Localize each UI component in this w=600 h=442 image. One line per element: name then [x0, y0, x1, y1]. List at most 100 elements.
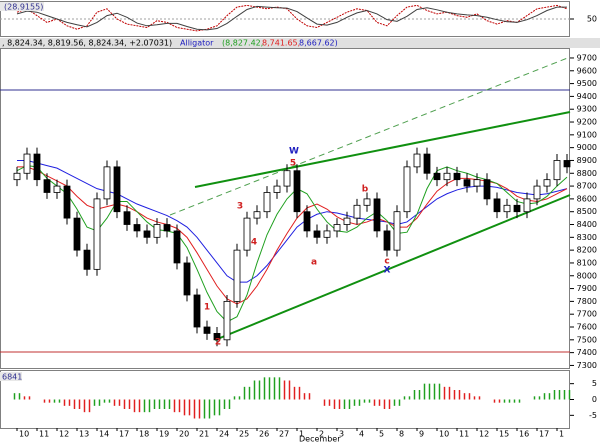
y-tick-label: 9400 — [577, 92, 597, 101]
candle-body — [163, 224, 171, 232]
y-tick-label: 9500 — [577, 79, 597, 88]
x-tick-label: 12 — [479, 430, 489, 439]
y-tick-label: 8400 — [577, 220, 597, 229]
candle-body — [343, 217, 351, 225]
x-tick-label: 12 — [59, 430, 69, 439]
annotation: b — [362, 185, 369, 195]
candle-body — [273, 185, 281, 193]
candle-body — [73, 217, 81, 251]
x-tick-label: 11 — [459, 430, 469, 439]
lower-trendline — [214, 194, 571, 341]
candle-body — [33, 153, 41, 181]
x-tick-label: 17 — [119, 430, 129, 439]
y-tick-label: 7500 — [577, 335, 597, 344]
x-tick-label: 9 — [419, 430, 424, 439]
oscillator-label-box — [0, 372, 22, 381]
x-tick-label: 26 — [259, 430, 269, 439]
annotation: 4 — [251, 238, 257, 248]
x-tick-label: 1 — [299, 430, 304, 439]
candle-body — [513, 204, 521, 213]
candle-body — [533, 185, 541, 200]
x-tick-label: 16 — [519, 430, 529, 439]
x-tick-label: 19 — [159, 430, 169, 439]
y-tick-label: 8200 — [577, 246, 597, 255]
y-tick-label: 8800 — [577, 169, 597, 178]
y-tick-label: 7900 — [577, 284, 597, 293]
candle-body — [373, 198, 381, 232]
candle-body — [313, 230, 321, 238]
y-tick-label: 7700 — [577, 310, 597, 319]
y-tick-label: 7400 — [577, 348, 597, 357]
y-tick-label: 50 — [587, 15, 597, 24]
alligator-line — [16, 165, 568, 323]
candle-body — [53, 185, 61, 193]
candle-body — [463, 179, 471, 187]
candle-body — [133, 224, 141, 232]
candle-body — [63, 185, 71, 219]
annotation: X — [384, 266, 391, 276]
y-tick-label: 9700 — [577, 53, 597, 62]
candle-body — [563, 160, 571, 168]
x-tick-label: 14 — [99, 430, 109, 439]
x-tick-label: 11 — [39, 430, 49, 439]
y-tick-label: 9200 — [577, 118, 597, 127]
y-tick-label: -5 — [589, 411, 597, 420]
candle-body — [443, 172, 451, 181]
candle-body — [303, 211, 311, 232]
y-tick-label: 8000 — [577, 271, 597, 280]
candle-body — [473, 179, 481, 187]
candle-body — [183, 262, 191, 296]
header-teeth: 8,741.65, — [262, 39, 300, 48]
annotation: 3 — [237, 202, 243, 212]
candle-body — [193, 294, 201, 328]
candle-body — [203, 326, 211, 334]
candle-body — [483, 179, 491, 200]
header-lips: 8,667.62) — [299, 39, 338, 48]
candle-body — [83, 249, 91, 270]
candle-body — [13, 172, 21, 181]
stochastic-line — [16, 4, 568, 32]
y-tick-label: 8500 — [577, 207, 597, 216]
candle-body — [323, 230, 331, 238]
header-prices: , 8,824.34, 8,819.56, 8,824.34, +2.07031… — [2, 39, 172, 48]
x-tick-label: 2 — [319, 430, 324, 439]
stochastic-line — [16, 5, 567, 31]
y-tick-label: 0 — [592, 395, 597, 404]
y-tick-label: 8700 — [577, 182, 597, 191]
x-tick-label: 18 — [139, 430, 149, 439]
candle-body — [553, 160, 561, 181]
annotation: W — [289, 147, 299, 157]
annotation: 5 — [290, 159, 296, 169]
candle-body — [173, 230, 181, 264]
candle-body — [23, 153, 31, 174]
candle-body — [123, 211, 131, 225]
candle-body — [433, 172, 441, 181]
y-tick-label: 8300 — [577, 233, 597, 242]
plot — [0, 4, 571, 419]
candle-body — [423, 153, 431, 174]
candle-body — [243, 217, 251, 251]
candle-body — [523, 198, 531, 213]
annotation: 2 — [215, 338, 221, 348]
oscillator-label: 6841 — [2, 373, 22, 382]
header-jaw: (8,827.42, — [222, 39, 263, 48]
candle-body — [503, 204, 511, 213]
candle-body — [383, 230, 391, 251]
y-tick-label: 7800 — [577, 297, 597, 306]
x-tick-label: 25 — [239, 430, 249, 439]
candle-body — [353, 204, 361, 219]
x-tick-label: 8 — [399, 430, 404, 439]
x-tick-label: 5 — [379, 430, 384, 439]
month-label: December — [299, 435, 341, 442]
main-panel — [0, 48, 570, 369]
stochastic-label-box — [0, 2, 44, 11]
candle-body — [403, 166, 411, 213]
y-tick-label: 8600 — [577, 194, 597, 203]
y-tick-label: 9000 — [577, 143, 597, 152]
x-tick-label: 4 — [359, 430, 364, 439]
candle-body — [153, 224, 161, 238]
candle-body — [413, 153, 421, 168]
candle-body — [393, 211, 401, 251]
